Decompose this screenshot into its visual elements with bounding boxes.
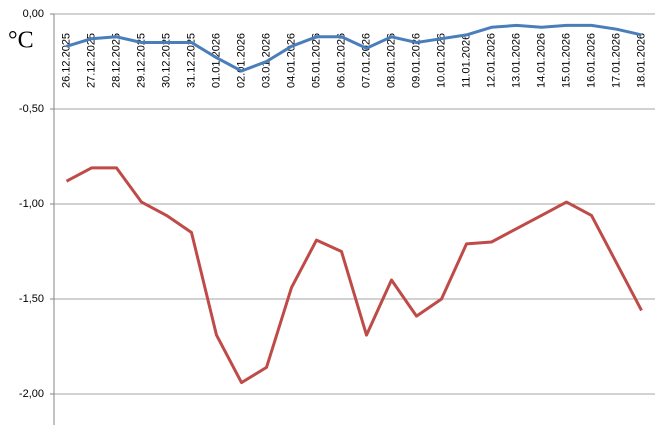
x-tick-label: 27.12.2025 xyxy=(85,33,97,88)
x-tick-label: 18.01.2026 xyxy=(635,33,647,88)
x-tick-label: 01.01.2026 xyxy=(210,33,222,88)
y-tick-label: -0,50 xyxy=(19,103,44,115)
x-tick-label: 09.01.2026 xyxy=(410,33,422,88)
x-tick-label: 26.12.2025 xyxy=(60,33,72,88)
x-tick-label: 08.01.2026 xyxy=(385,33,397,88)
x-tick-label: 16.01.2026 xyxy=(585,33,597,88)
x-tick-label: 10.01.2026 xyxy=(435,33,447,88)
x-tick-label: 04.01.2026 xyxy=(285,33,297,88)
y-tick-label: -1,50 xyxy=(19,293,44,305)
data-line xyxy=(66,23,642,73)
x-tick-label: 07.01.2026 xyxy=(360,33,372,88)
y-axis-label: °C xyxy=(8,28,34,54)
x-tick-label: 17.01.2026 xyxy=(610,33,622,88)
x-tick-label: 11.01.2026 xyxy=(460,34,472,88)
x-tick-label: 12.01.2026 xyxy=(485,33,497,88)
x-tick-label: 30.12.2025 xyxy=(160,33,172,88)
data-line xyxy=(65,166,643,385)
x-tick-label: 29.12.2025 xyxy=(135,33,147,88)
x-tick-label: 14.01.2026 xyxy=(535,33,547,88)
x-tick-label: 28.12.2025 xyxy=(110,33,122,88)
y-tick-label: -2,00 xyxy=(19,388,44,400)
y-tick-label: 0,00 xyxy=(23,8,44,20)
x-tick-label: 13.01.2026 xyxy=(510,33,522,88)
y-tick-label: -1,00 xyxy=(19,198,44,210)
x-tick-label: 02.01.2026 xyxy=(235,33,247,88)
x-tick-label: 05.01.2026 xyxy=(310,33,322,88)
x-tick-label: 06.01.2026 xyxy=(335,33,347,88)
x-tick-label: 15.01.2026 xyxy=(560,33,572,88)
x-tick-label: 31.12.2025 xyxy=(185,33,197,88)
